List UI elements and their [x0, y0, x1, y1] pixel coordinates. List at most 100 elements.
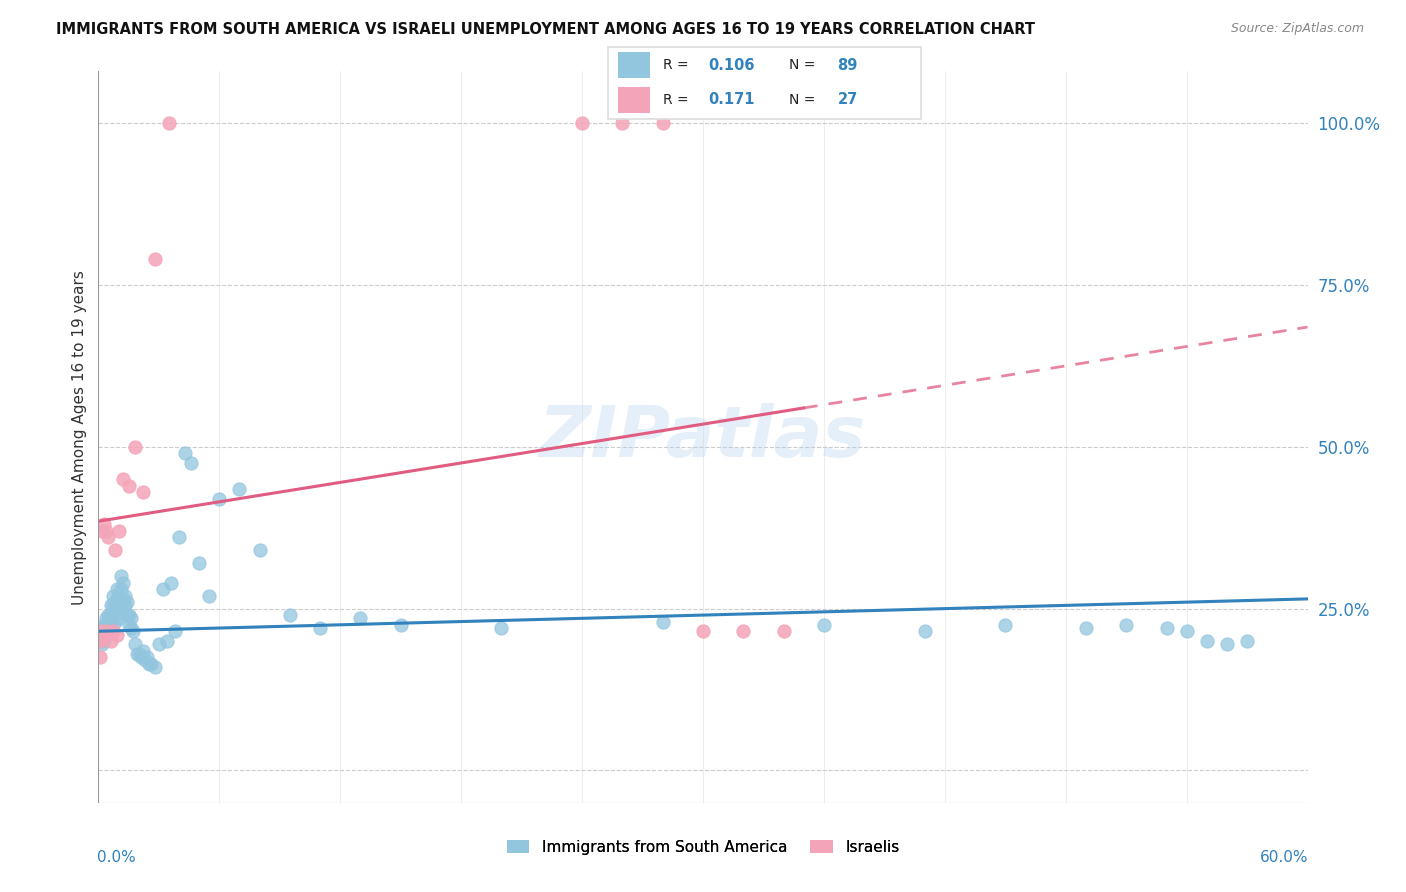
Point [91, 621, 114, 635]
Point [91, 524, 114, 538]
Point [188, 557, 211, 571]
Point [612, 116, 634, 130]
Point [772, 624, 794, 639]
Point [134, 653, 156, 667]
Point [1115, 617, 1137, 632]
Point [103, 615, 125, 629]
Point [111, 575, 134, 590]
Point [103, 605, 125, 619]
Point [278, 608, 301, 623]
Point [128, 647, 150, 661]
Point [1175, 624, 1198, 639]
Point [651, 116, 673, 130]
Point [101, 589, 124, 603]
Point [107, 601, 129, 615]
Point [93, 627, 115, 641]
Point [132, 485, 155, 500]
Point [115, 608, 138, 623]
Point [91, 631, 114, 645]
Text: N =: N = [789, 58, 820, 72]
Point [96, 611, 118, 625]
Point [208, 491, 231, 506]
Point [118, 478, 141, 492]
Point [994, 617, 1017, 632]
Point [160, 575, 183, 590]
Point [96, 624, 118, 639]
Point [105, 627, 128, 641]
Text: 0.106: 0.106 [709, 58, 755, 72]
Point [89, 650, 111, 665]
Point [89, 631, 111, 645]
Point [121, 624, 143, 639]
Y-axis label: Unemployment Among Ages 16 to 19 years: Unemployment Among Ages 16 to 19 years [72, 269, 87, 605]
Point [97, 615, 120, 629]
Point [107, 595, 129, 609]
Point [111, 472, 134, 486]
Point [93, 634, 115, 648]
Point [1195, 634, 1218, 648]
Point [132, 643, 155, 657]
Point [91, 627, 114, 641]
Point [100, 617, 122, 632]
Point [389, 617, 412, 632]
Point [148, 637, 170, 651]
Point [100, 599, 122, 613]
Point [349, 611, 371, 625]
Point [105, 582, 128, 597]
Point [1216, 637, 1239, 651]
Point [813, 617, 835, 632]
Point [228, 482, 250, 496]
Point [101, 608, 124, 623]
Point [93, 617, 115, 632]
Text: 27: 27 [838, 93, 858, 107]
Point [114, 599, 136, 613]
Point [139, 657, 162, 671]
Bar [617, 87, 650, 112]
Text: 0.0%: 0.0% [97, 850, 136, 865]
Point [733, 624, 755, 639]
Point [571, 116, 593, 130]
Text: IMMIGRANTS FROM SOUTH AMERICA VS ISRAELI UNEMPLOYMENT AMONG AGES 16 TO 19 YEARS : IMMIGRANTS FROM SOUTH AMERICA VS ISRAELI… [56, 22, 1035, 37]
Point [124, 637, 146, 651]
Point [100, 615, 122, 629]
Point [96, 524, 118, 538]
Bar [617, 52, 650, 78]
Point [103, 595, 125, 609]
Point [120, 611, 142, 625]
Point [93, 517, 115, 532]
Point [115, 595, 138, 609]
Point [651, 615, 673, 629]
Point [249, 543, 271, 558]
Text: 0.171: 0.171 [709, 93, 755, 107]
Point [93, 627, 115, 641]
Point [103, 543, 125, 558]
Point [491, 621, 513, 635]
Point [89, 624, 111, 639]
Point [143, 660, 166, 674]
Text: R =: R = [662, 58, 693, 72]
Point [100, 608, 122, 623]
Point [692, 624, 714, 639]
Text: 60.0%: 60.0% [1260, 850, 1309, 865]
Point [174, 446, 197, 460]
Point [1236, 634, 1258, 648]
Point [914, 624, 936, 639]
Point [163, 624, 186, 639]
Point [91, 624, 114, 639]
Point [118, 617, 141, 632]
Point [91, 637, 114, 651]
Point [93, 631, 115, 645]
Point [157, 116, 180, 130]
FancyBboxPatch shape [607, 47, 921, 119]
Point [97, 608, 120, 623]
Point [156, 634, 179, 648]
Point [93, 621, 115, 635]
Point [1156, 621, 1178, 635]
Point [124, 440, 146, 454]
Point [1074, 621, 1097, 635]
Point [101, 624, 124, 639]
Point [143, 252, 166, 266]
Point [97, 530, 120, 544]
Point [101, 599, 124, 613]
Point [89, 624, 111, 639]
